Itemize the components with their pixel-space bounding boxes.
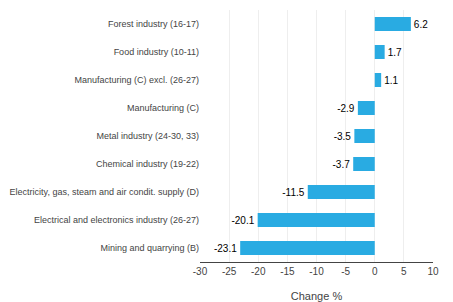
svg-text:Manufacturing (C) excl. (26-27: Manufacturing (C) excl. (26-27) <box>74 75 199 85</box>
svg-text:-2.9: -2.9 <box>337 103 355 114</box>
svg-text:Forest industry (16-17): Forest industry (16-17) <box>108 19 199 29</box>
svg-text:1.7: 1.7 <box>388 47 402 58</box>
svg-text:Chemical industry (19-22): Chemical industry (19-22) <box>96 159 199 169</box>
svg-text:Metal industry (24-30, 33): Metal industry (24-30, 33) <box>96 131 199 141</box>
svg-text:-3.7: -3.7 <box>333 159 351 170</box>
svg-text:1.1: 1.1 <box>384 75 398 86</box>
svg-text:-20: -20 <box>251 266 266 277</box>
svg-text:10: 10 <box>427 266 439 277</box>
svg-text:-25: -25 <box>222 266 237 277</box>
svg-text:-23.1: -23.1 <box>214 243 237 254</box>
svg-text:Manufacturing (C): Manufacturing (C) <box>127 103 199 113</box>
svg-text:Food industry (10-11): Food industry (10-11) <box>114 47 199 57</box>
svg-text:-10: -10 <box>309 266 324 277</box>
svg-text:-15: -15 <box>280 266 295 277</box>
svg-text:-11.5: -11.5 <box>282 187 304 198</box>
svg-text:0: 0 <box>372 266 378 277</box>
svg-text:Change %: Change % <box>291 290 343 302</box>
svg-text:-30: -30 <box>193 266 208 277</box>
svg-text:5: 5 <box>401 266 407 277</box>
svg-text:-5: -5 <box>341 266 350 277</box>
svg-text:Electrical and electronics ind: Electrical and electronics industry (26-… <box>34 215 199 225</box>
svg-text:6.2: 6.2 <box>414 19 428 30</box>
svg-text:-20.1: -20.1 <box>231 215 254 226</box>
svg-text:-3.5: -3.5 <box>334 131 352 142</box>
svg-text:Mining and quarrying (B): Mining and quarrying (B) <box>100 243 199 253</box>
svg-text:Electricity, gas, steam and ai: Electricity, gas, steam and air condit. … <box>10 187 199 197</box>
